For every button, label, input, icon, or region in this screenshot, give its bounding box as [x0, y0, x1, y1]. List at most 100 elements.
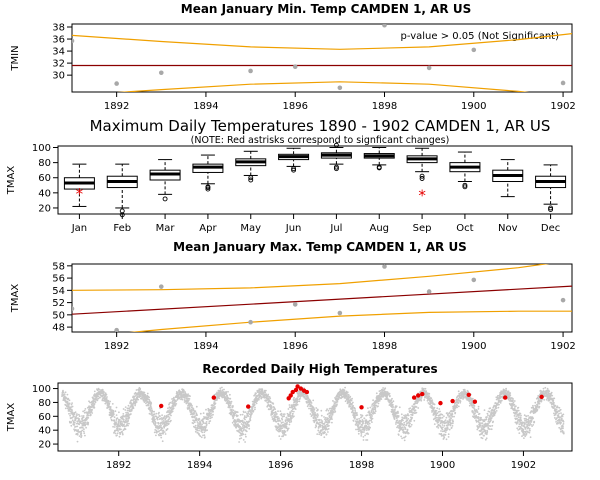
- daily-high-point: [468, 404, 471, 407]
- record-high-point: [295, 384, 300, 389]
- daily-high-point: [280, 412, 283, 415]
- daily-high-point: [354, 417, 356, 420]
- daily-high-point: [205, 424, 208, 427]
- daily-high-point: [407, 414, 410, 417]
- daily-high-point: [121, 433, 124, 436]
- daily-high-point: [78, 415, 81, 418]
- daily-high-point: [279, 410, 282, 413]
- daily-high-point: [439, 420, 442, 422]
- daily-high-point: [394, 409, 396, 411]
- daily-high-point: [82, 410, 84, 413]
- daily-high-point: [392, 406, 395, 408]
- tmax-data-point: [292, 302, 298, 307]
- daily-high-point: [73, 415, 75, 418]
- daily-high-point: [121, 423, 124, 426]
- daily-high-point: [107, 400, 110, 402]
- daily-high-point: [379, 389, 382, 392]
- daily-high-point: [420, 399, 423, 402]
- daily-high-point: [505, 387, 507, 390]
- daily-high-point: [71, 405, 74, 408]
- daily-high-point: [267, 397, 270, 400]
- daily-high-point: [195, 427, 198, 429]
- daily-high-point: [228, 397, 230, 400]
- daily-high-point: [450, 417, 452, 420]
- daily-high-point: [87, 417, 90, 419]
- daily-high-point: [397, 412, 400, 414]
- daily-high-point: [415, 411, 418, 414]
- daily-high-point: [331, 418, 333, 420]
- daily-high-point: [375, 399, 378, 402]
- daily-high-point: [64, 391, 67, 394]
- daily-high-point: [97, 397, 100, 400]
- daily-high-point: [242, 439, 245, 441]
- daily-high-point: [456, 404, 459, 407]
- daily-high-point: [81, 429, 84, 432]
- daily-high-point: [359, 420, 362, 423]
- daily-high-point: [128, 407, 131, 410]
- daily-high-point: [374, 412, 376, 414]
- y-tick-label: 52: [52, 298, 65, 309]
- box-outlier: [419, 176, 425, 181]
- daily-high-point: [555, 417, 558, 420]
- daily-high-point: [406, 419, 409, 422]
- daily-high-point: [231, 421, 234, 424]
- daily-high-point: [120, 428, 122, 431]
- daily-high-point: [70, 421, 73, 423]
- daily-high-point: [348, 394, 350, 396]
- daily-high-point: [129, 409, 131, 411]
- daily-high-point: [130, 413, 132, 415]
- daily-high-point: [530, 419, 533, 422]
- tmax-lower-band: [129, 310, 572, 332]
- daily-high-point: [203, 434, 206, 437]
- daily-high-point: [221, 396, 224, 399]
- daily-high-point: [529, 436, 532, 439]
- daily-high-point: [453, 415, 455, 418]
- daily-high-point: [212, 410, 215, 413]
- daily-high-point: [436, 407, 439, 410]
- daily-high-point: [499, 402, 502, 404]
- daily-high-point: [84, 421, 87, 424]
- y-tick-label: 20: [38, 440, 51, 451]
- daily-high-point: [320, 419, 322, 421]
- daily-high-point: [116, 434, 118, 437]
- daily-high-point: [64, 407, 67, 410]
- record-high-point: [438, 400, 443, 406]
- daily-high-point: [255, 397, 258, 400]
- daily-high-point: [271, 406, 273, 409]
- daily-high-point: [281, 418, 284, 421]
- daily-high-point: [254, 408, 256, 411]
- daily-high-point: [88, 409, 91, 412]
- daily-high-point: [93, 403, 96, 405]
- daily-high-point: [230, 413, 233, 415]
- daily-high-point: [542, 387, 545, 390]
- daily-high-point: [480, 416, 482, 419]
- daily-high-point: [271, 416, 273, 418]
- tmax-ylabel: TMAX: [10, 284, 21, 314]
- daily-high-point: [238, 431, 241, 434]
- daily-high-point: [247, 415, 250, 418]
- daily-high-point: [476, 428, 479, 431]
- daily-high-point: [153, 416, 155, 419]
- daily-high-point: [173, 396, 175, 399]
- daily-high-point: [493, 414, 496, 417]
- daily-high-point: [87, 414, 90, 417]
- daily-high-point: [531, 425, 533, 427]
- daily-high-point: [280, 421, 283, 424]
- box-outlier: [291, 167, 297, 173]
- daily-high-point: [433, 403, 436, 406]
- daily-high-point: [433, 406, 436, 409]
- daily-high-point: [276, 413, 278, 415]
- daily-high-point: [83, 409, 86, 412]
- daily-high-point: [344, 397, 347, 399]
- daily-high-point: [445, 416, 448, 419]
- daily-high-point: [241, 419, 244, 422]
- daily-high-point: [403, 414, 405, 417]
- daily-high-point: [82, 415, 85, 417]
- daily-high-point: [234, 419, 237, 422]
- daily-high-point: [471, 397, 474, 400]
- daily-high-point: [134, 404, 137, 407]
- daily-high-point: [407, 413, 409, 415]
- daily-high-point: [409, 420, 412, 423]
- boxplot-panel: Maximum Daily Temperatures 1890 - 1902 C…: [6, 117, 573, 234]
- daily-high-point: [358, 417, 360, 420]
